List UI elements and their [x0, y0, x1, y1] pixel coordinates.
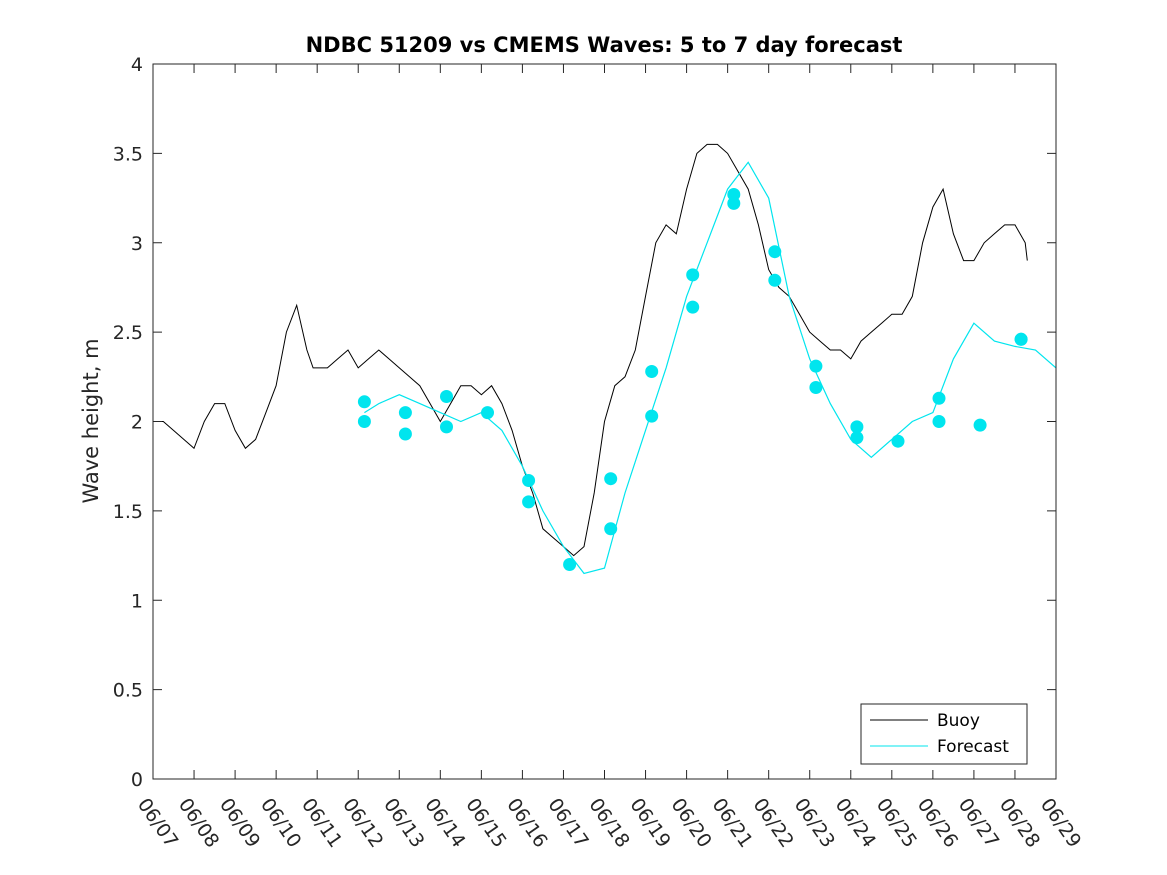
y-axis-label: Wave height, m: [79, 338, 103, 503]
y-tick-label: 3: [131, 233, 143, 255]
forecast-marker: [1014, 332, 1028, 346]
x-tick-label: 06/28: [995, 794, 1044, 851]
forecast-series-line: [364, 161, 1056, 575]
forecast-marker: [440, 420, 453, 434]
y-tick-label: 1: [131, 590, 143, 612]
x-tick-label: 06/19: [625, 794, 674, 851]
x-tick-label: 06/18: [584, 794, 633, 851]
forecast-marker: [645, 365, 659, 378]
forecast-marker: [727, 196, 741, 210]
forecast-marker: [850, 420, 864, 434]
forecast-marker: [891, 434, 905, 448]
legend: Buoy Forecast: [860, 703, 1028, 765]
x-tick-label: 06/08: [174, 794, 223, 851]
forecast-marker: [686, 268, 700, 282]
y-tick-label: 1.5: [113, 501, 143, 523]
forecast-marker: [850, 431, 864, 445]
forecast-marker: [645, 409, 659, 423]
forecast-marker: [563, 558, 577, 571]
x-tick-label: 06/09: [215, 794, 264, 851]
forecast-marker: [604, 472, 618, 486]
x-tick-label: 06/22: [749, 794, 798, 851]
forecast-marker: [604, 522, 618, 536]
x-tick-label: 06/27: [954, 794, 1003, 851]
x-tick-label: 06/12: [338, 794, 387, 851]
x-tick-label: 06/23: [790, 794, 839, 851]
forecast-marker: [686, 300, 700, 314]
x-tick-label: 06/11: [297, 794, 346, 851]
forecast-marker: [973, 418, 987, 432]
x-tick-label: 06/20: [666, 794, 715, 851]
x-tick-label: 06/29: [1036, 794, 1085, 851]
x-tick-label: 06/14: [420, 794, 469, 851]
forecast-marker: [768, 273, 782, 287]
x-tick-label: 06/24: [831, 794, 880, 851]
y-tick-label: 3.5: [113, 143, 143, 165]
forecast-marker: [398, 427, 412, 441]
forecast-marker: [481, 406, 494, 420]
forecast-marker: [522, 495, 536, 509]
forecast-marker: [809, 359, 823, 373]
legend-forecast-label: Forecast: [937, 737, 1009, 757]
forecast-marker: [932, 391, 946, 405]
forecast-marker: [357, 415, 371, 428]
forecast-marker: [809, 381, 823, 394]
legend-box: [860, 703, 1028, 765]
x-tick-label: 06/17: [543, 794, 592, 851]
y-tick-label: 0.5: [113, 680, 143, 702]
buoy-series-line: [153, 143, 1028, 557]
forecast-marker: [440, 390, 453, 403]
forecast-marker: [357, 395, 371, 409]
y-tick-label: 2: [131, 412, 143, 434]
x-tick-label: 06/21: [708, 794, 757, 851]
y-tick-label: 4: [131, 54, 143, 76]
x-tick-label: 06/25: [872, 794, 921, 851]
plot-area: [153, 143, 1056, 575]
legend-buoy-label: Buoy: [937, 711, 980, 731]
forecast-marker: [522, 474, 536, 487]
forecast-marker: [398, 406, 412, 420]
x-tick-label: 06/15: [461, 794, 510, 851]
forecast-marker: [727, 188, 741, 201]
forecast-marker: [768, 245, 782, 259]
y-tick-label: 2.5: [113, 322, 143, 344]
y-tick-label: 0: [131, 769, 143, 791]
x-tick-label: 06/07: [133, 794, 182, 851]
x-tick-label: 06/13: [379, 794, 428, 851]
x-tick-label: 06/10: [256, 794, 305, 851]
x-tick-label: 06/26: [913, 794, 962, 851]
x-tick-label: 06/16: [502, 794, 551, 851]
chart-title: NDBC 51209 vs CMEMS Waves: 5 to 7 day fo…: [306, 33, 903, 57]
forecast-marker: [932, 415, 946, 428]
